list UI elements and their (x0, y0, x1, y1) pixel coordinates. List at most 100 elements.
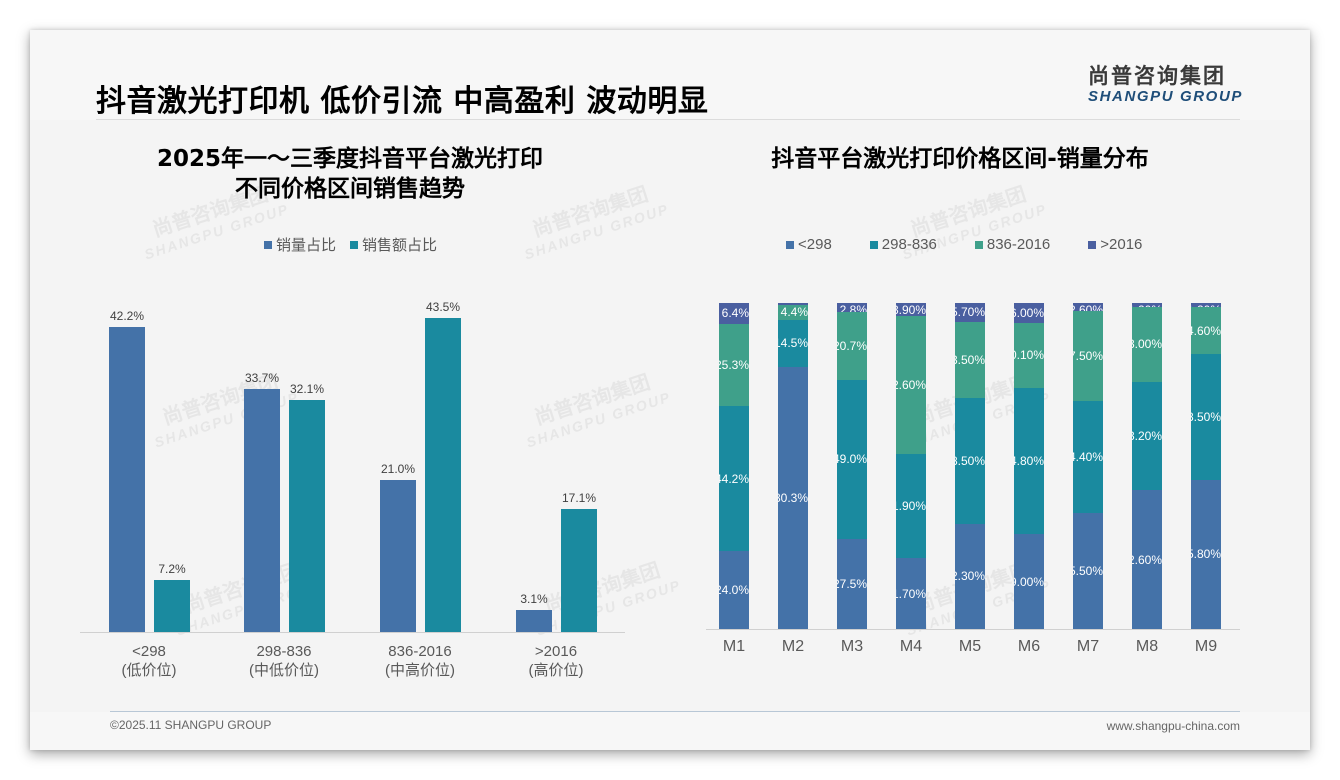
bar-value-label: 17.1% (561, 490, 597, 505)
legend-label: 836-2016 (986, 236, 1051, 253)
stacked-bar-segment: 23.50% (955, 321, 985, 399)
segment-value-label: 14.5% (778, 336, 808, 351)
segment-value-label: 45.80% (1191, 547, 1221, 562)
left-chart-title: 2025年一～三季度抖音平台激光打印 不同价格区间销售趋势 (110, 144, 590, 204)
left-chart-title-line2: 不同价格区间销售趋势 (235, 176, 465, 202)
stacked-bar-segment: 33.20% (1132, 381, 1162, 491)
stacked-bar-segment: 4.4% (778, 305, 808, 320)
legend-item-revenue: 销售额占比 (350, 234, 437, 255)
stacked-bar-segment: 31.90% (896, 454, 926, 559)
segment-value-label: 38.50% (955, 453, 985, 468)
legend-label: >2016 (1100, 236, 1143, 253)
segment-value-label: 21.70% (896, 586, 926, 601)
header-band (30, 30, 1310, 120)
bar-revenue-share (425, 317, 461, 632)
segment-value-label: 6.00% (1014, 305, 1044, 320)
segment-value-label: 20.7% (837, 338, 867, 353)
segment-value-label: 38.50% (1191, 410, 1221, 425)
bar-value-label: 33.7% (244, 370, 280, 385)
left-chart-x-axis (80, 632, 625, 633)
category-tier: (中低价位) (249, 662, 319, 679)
left-chart-title-line1: 2025年一～三季度抖音平台激光打印 (156, 146, 543, 172)
right-chart-title: 抖音平台激光打印价格区间-销量分布 (771, 146, 1149, 172)
bar-value-label: 21.0% (380, 462, 416, 477)
stacked-bar-segment: 3.90% (896, 303, 926, 316)
bar-revenue-share (289, 400, 325, 632)
stacked-bar-segment: 45.80% (1191, 479, 1221, 629)
stacked-bar-segment: 49.0% (837, 379, 867, 540)
stacked-bar-segment: 44.2% (719, 406, 749, 551)
stacked-bar-segment: 20.10% (1014, 322, 1044, 389)
legend-item-836-2016: 836-2016 (974, 236, 1051, 253)
segment-value-label: 14.60% (1191, 323, 1221, 338)
stacked-bar-segment: 27.5% (837, 539, 867, 629)
stacked-bar-segment: 80.3% (778, 366, 808, 629)
stacked-bar-segment: 0.7% (778, 303, 808, 306)
segment-value-label: 32.30% (955, 569, 985, 584)
footer-copyright: ©2025.11 SHANGPU GROUP (110, 718, 272, 732)
x-axis-month-label: M5 (958, 638, 982, 655)
segment-value-label: 27.5% (837, 577, 867, 592)
segment-value-label: 2.8% (839, 303, 867, 313)
footer-divider (110, 711, 1240, 712)
logo-english: SHANGPU GROUP (1088, 88, 1243, 105)
legend-label: 销量占比 (276, 237, 337, 254)
stacked-bar-segment: 14.5% (778, 319, 808, 367)
segment-value-label: 44.2% (719, 471, 749, 486)
right-chart-legend: <298 298-836 836-2016 >2016 (786, 236, 1156, 253)
bar-revenue-share (561, 508, 597, 632)
stacked-bar-segment: 20.7% (837, 312, 867, 380)
segment-value-label: 33.20% (1132, 429, 1162, 443)
stacked-bar-segment: 25.3% (719, 323, 749, 407)
segment-value-label: 0.7% (781, 304, 808, 305)
legend-item-298-836: 298-836 (869, 236, 937, 253)
segment-value-label: 2.60% (1073, 303, 1103, 312)
page-title: 抖音激光打印机 低价引流 中高盈利 波动明显 (96, 84, 709, 119)
stacked-bar-segment: 24.0% (719, 550, 749, 629)
stacked-bar-segment: 2.8% (837, 303, 867, 313)
right-chart-x-axis (706, 629, 1240, 630)
legend-item-volume: 销量占比 (264, 234, 336, 255)
x-axis-month-label: M8 (1135, 638, 1159, 655)
stacked-bar-segment: 27.50% (1073, 311, 1103, 402)
legend-swatch-icon (350, 240, 359, 249)
legend-swatch-icon (974, 240, 983, 249)
stacked-bar-segment: 38.50% (1191, 354, 1221, 480)
category-range: 298-836 (256, 643, 312, 660)
segment-value-label: 49.0% (837, 452, 867, 467)
stacked-bar-segment: 5.70% (955, 303, 985, 322)
stacked-bar-segment: 6.4% (719, 303, 749, 324)
slide: 抖音激光打印机 低价引流 中高盈利 波动明显 尚普咨询集团 SHANGPU GR… (30, 30, 1310, 750)
category-tier: (低价位) (121, 662, 177, 679)
stacked-bar-segment: 1.20% (1191, 303, 1221, 307)
segment-value-label: 5.70% (955, 305, 985, 320)
stacked-bar-segment: 38.50% (955, 398, 985, 524)
category-tier: (中高价位) (385, 662, 455, 679)
segment-value-label: 25.3% (719, 358, 749, 373)
stacked-bar-segment: 32.30% (955, 523, 985, 629)
bar-revenue-share (154, 580, 190, 632)
category-range: >2016 (534, 643, 578, 660)
stacked-bar-segment: 42.60% (896, 315, 926, 455)
segment-value-label: 29.00% (1014, 574, 1044, 589)
segment-value-label: 44.80% (1014, 454, 1044, 469)
segment-value-label: 35.50% (1073, 564, 1103, 579)
stacked-bar-segment: 29.00% (1014, 534, 1044, 629)
x-axis-month-label: M3 (840, 638, 864, 655)
stacked-bar-segment: 34.40% (1073, 401, 1103, 514)
company-logo: 尚普咨询集团 SHANGPU GROUP (1088, 64, 1243, 106)
logo-chinese: 尚普咨询集团 (1088, 64, 1226, 88)
x-axis-month-label: M6 (1017, 638, 1041, 655)
segment-value-label: 42.60% (1132, 552, 1162, 567)
header-divider (96, 119, 1240, 120)
segment-value-label: 4.4% (780, 305, 808, 320)
x-axis-month-label: M2 (781, 638, 805, 655)
segment-value-label: 34.40% (1073, 450, 1103, 465)
x-axis-month-label: M9 (1194, 638, 1218, 655)
segment-value-label: 6.4% (721, 306, 749, 321)
segment-value-label: 80.3% (778, 490, 808, 505)
segment-value-label: 24.0% (719, 582, 749, 597)
x-axis-category-label: <298 (低价位) (89, 642, 209, 680)
bar-volume-share (244, 388, 280, 632)
bar-volume-share (380, 480, 416, 632)
